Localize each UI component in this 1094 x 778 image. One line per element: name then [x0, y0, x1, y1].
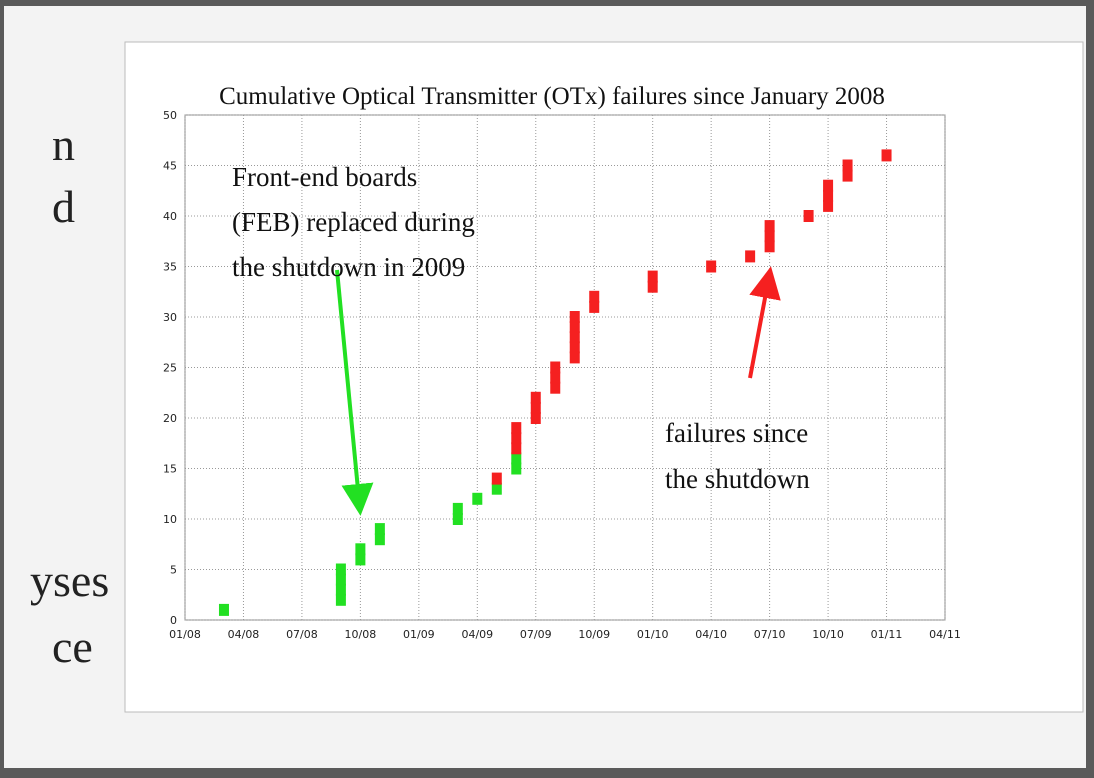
marker: [842, 159, 853, 172]
x-tick-label: 01/08: [169, 628, 201, 641]
marker: [842, 169, 853, 182]
x-tick-label: 07/08: [286, 628, 318, 641]
y-tick-label: 5: [170, 564, 177, 577]
marker: [511, 462, 522, 475]
marker: [589, 300, 600, 313]
marker: [589, 290, 600, 303]
marker: [374, 523, 385, 536]
x-tick-label: 01/10: [637, 628, 669, 641]
marker: [511, 442, 522, 455]
marker: [335, 593, 346, 606]
x-tick-label: 04/08: [228, 628, 260, 641]
y-tick-label: 45: [163, 160, 177, 173]
plot: 0 5 10 15 20 25 30 35 40 45 50 01/08 04/08 07/08 10/08…: [163, 109, 961, 641]
y-tick-label: 20: [163, 412, 177, 425]
annotation: failures since: [665, 418, 808, 448]
marker: [647, 270, 658, 283]
slide-fragment: yses: [30, 555, 109, 606]
arrow: [335, 269, 374, 516]
marker: [569, 351, 580, 364]
marker: [569, 341, 580, 354]
marker: [530, 401, 541, 414]
slide-fragment: n: [52, 119, 75, 170]
marker: [355, 553, 366, 566]
y-tick-label: 40: [163, 210, 177, 223]
marker: [823, 199, 834, 212]
slide-text: n d yses ce: [30, 119, 109, 672]
marker: [550, 371, 561, 384]
marker: [803, 210, 814, 222]
marker: [823, 189, 834, 202]
marker: [335, 563, 346, 576]
marker: [335, 583, 346, 596]
slide-fragment: d: [52, 181, 75, 232]
arrow: [748, 266, 781, 379]
chart-title: Cumulative Optical Transmitter (OTx) fai…: [219, 83, 885, 110]
slide-fragment: ce: [52, 621, 93, 672]
marker: [355, 543, 366, 556]
marker: [491, 482, 502, 495]
marker: [452, 502, 463, 515]
x-tick-label: 01/09: [403, 628, 435, 641]
marker: [491, 472, 502, 485]
marker: [452, 513, 463, 525]
marker: [335, 573, 346, 586]
x-tick-label: 07/09: [520, 628, 552, 641]
marker: [764, 230, 775, 243]
annotation: Front-end boards: [232, 162, 417, 192]
marker: [823, 179, 834, 192]
marker: [511, 452, 522, 465]
marker: [550, 381, 561, 394]
x-tick-label: 04/10: [695, 628, 727, 641]
marker: [530, 391, 541, 404]
annotation: (FEB) replaced during: [232, 207, 475, 237]
x-tick-label: 07/10: [754, 628, 786, 641]
marker: [550, 361, 561, 374]
y-tick-label: 0: [170, 614, 177, 627]
x-tick-label: 10/10: [812, 628, 844, 641]
x-tick-label: 01/11: [871, 628, 903, 641]
x-tick-label: 10/08: [345, 628, 377, 641]
annotation: the shutdown: [665, 464, 810, 494]
marker: [374, 533, 385, 546]
marker: [569, 311, 580, 323]
marker: [764, 220, 775, 233]
marker: [511, 432, 522, 445]
marker: [764, 240, 775, 253]
y-tick-label: 25: [163, 362, 177, 375]
x-tick-label: 10/09: [578, 628, 610, 641]
annotation: the shutdown in 2009: [232, 252, 465, 282]
marker: [647, 280, 658, 293]
marker: [569, 321, 580, 334]
x-tick-label: 04/11: [929, 628, 961, 641]
marker: [569, 331, 580, 344]
marker: [706, 260, 717, 273]
y-tick-label: 50: [163, 109, 177, 122]
marker: [218, 603, 229, 616]
y-tick-label: 35: [163, 261, 177, 274]
y-tick-label: 10: [163, 513, 177, 526]
y-tick-label: 15: [163, 463, 177, 476]
marker: [745, 250, 756, 263]
marker: [472, 492, 483, 505]
marker: [881, 149, 892, 162]
marker: [530, 412, 541, 424]
y-tick-label: 30: [163, 311, 177, 324]
marker: [511, 422, 522, 435]
x-tick-label: 04/09: [461, 628, 493, 641]
